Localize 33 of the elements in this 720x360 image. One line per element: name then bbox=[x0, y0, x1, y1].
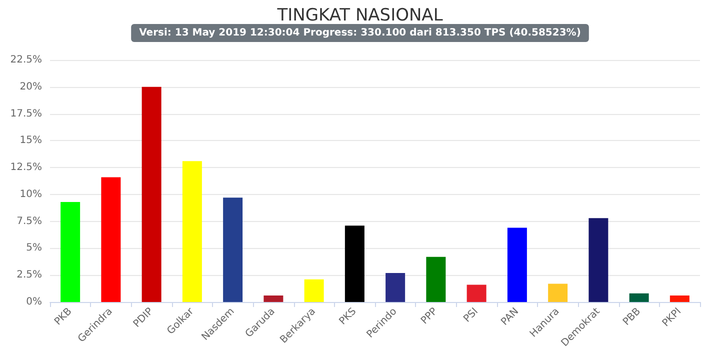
bar bbox=[142, 86, 162, 302]
y-tick-label: 17.5% bbox=[10, 108, 42, 120]
y-tick-label: 12.5% bbox=[10, 162, 42, 174]
chart-title: TINGKAT NASIONAL bbox=[276, 6, 444, 26]
y-tick-label: 0% bbox=[26, 296, 42, 308]
x-tick-label: PSI bbox=[462, 306, 480, 325]
chart-subtitle: Versi: 13 May 2019 12:30:04 Progress: 330.100 dari 813.350 TPS (40.58523%) bbox=[139, 28, 581, 38]
bar bbox=[344, 226, 364, 302]
bar bbox=[670, 296, 690, 302]
y-tick-label: 22.5% bbox=[10, 54, 42, 66]
bar bbox=[304, 279, 324, 302]
bar bbox=[386, 272, 406, 302]
bar bbox=[426, 256, 446, 302]
bar bbox=[548, 284, 568, 302]
x-tick-label: PBB bbox=[621, 306, 644, 328]
bar bbox=[264, 296, 284, 302]
x-tick-label: PPP bbox=[419, 306, 440, 327]
bar bbox=[588, 218, 608, 302]
bar bbox=[466, 284, 486, 302]
x-tick-label: PKS bbox=[337, 306, 359, 328]
y-tick-label: 5% bbox=[26, 242, 42, 254]
bar bbox=[101, 177, 121, 302]
bar bbox=[182, 161, 202, 302]
x-tick-label: PKB bbox=[52, 306, 74, 328]
bar bbox=[507, 228, 527, 302]
bar bbox=[223, 198, 243, 302]
bar bbox=[60, 202, 80, 302]
bar bbox=[629, 293, 649, 302]
y-tick-label: 20% bbox=[20, 81, 42, 92]
y-tick-label: 2.5% bbox=[16, 270, 42, 281]
y-tick-label: 10% bbox=[20, 188, 42, 200]
y-tick-label: 15% bbox=[20, 135, 42, 146]
y-tick-label: 7.5% bbox=[16, 216, 42, 227]
